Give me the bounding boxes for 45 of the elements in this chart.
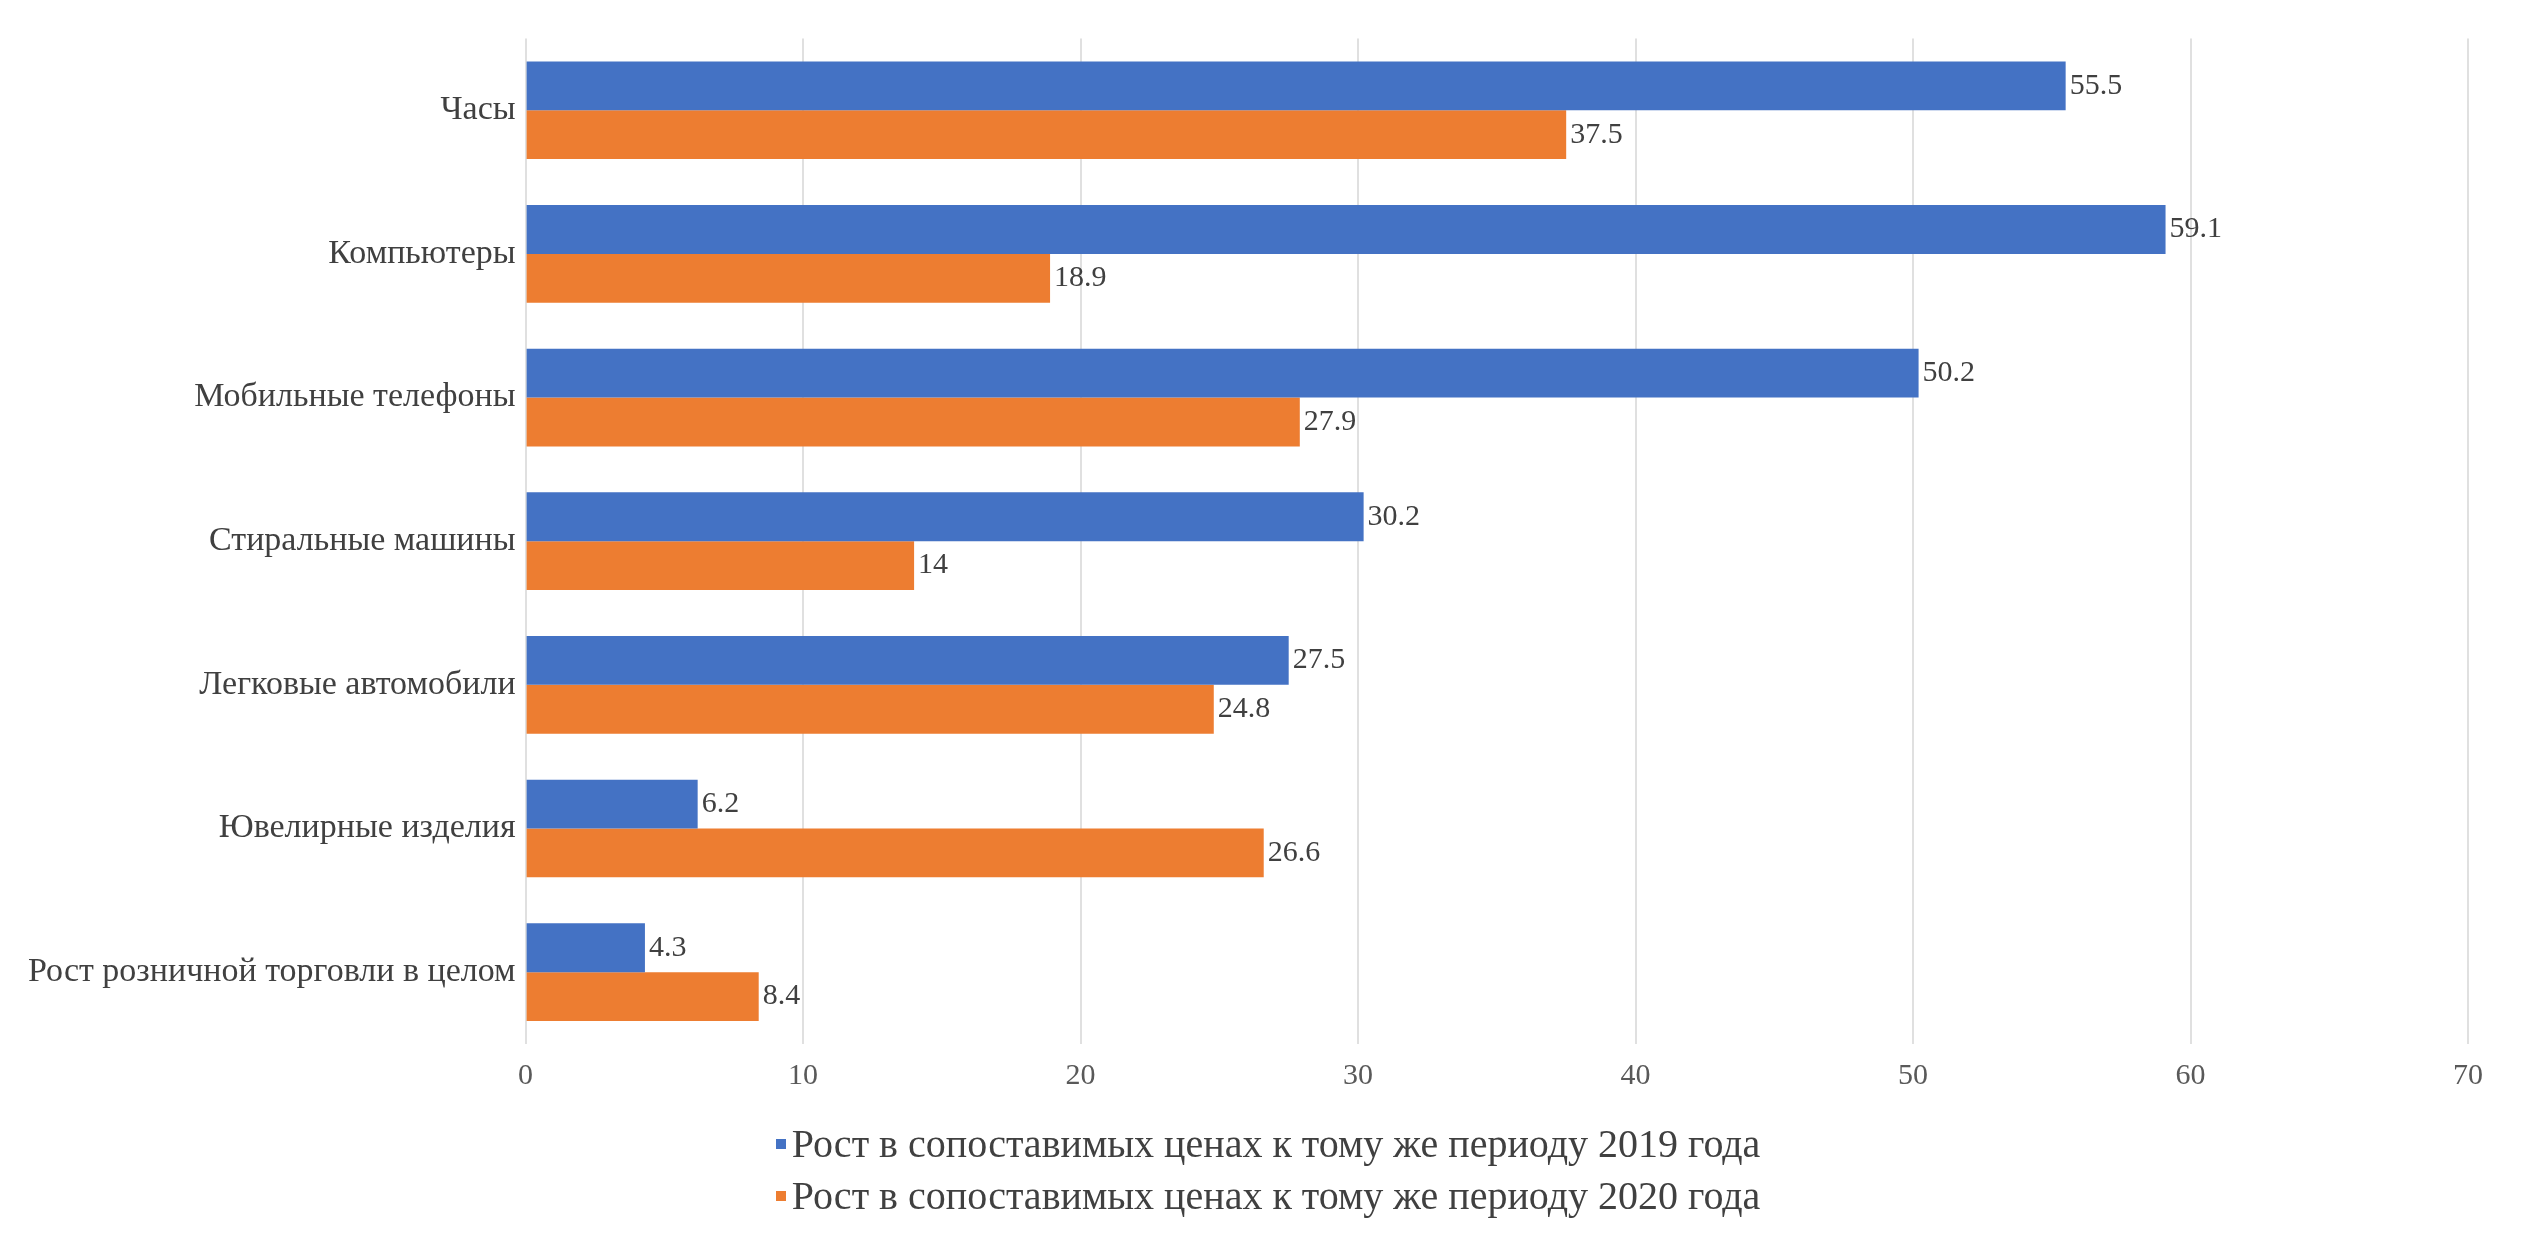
bar: [526, 636, 1289, 685]
data-label: 18.9: [1054, 259, 1107, 293]
y-tick-label: Легковые автомобили: [199, 663, 516, 701]
legend-label: Рост в сопоставимых ценах к тому же периоду 2019 года: [791, 1120, 1761, 1168]
data-label: 14: [918, 546, 949, 580]
data-label: 24.8: [1217, 690, 1271, 724]
data-label: 4.3: [648, 928, 687, 962]
bar: [526, 541, 915, 591]
y-tick-label: Компьютеры: [328, 232, 516, 270]
bar: [526, 779, 698, 829]
x-tick-label: 70: [2453, 1056, 2483, 1090]
data-label: 8.4: [762, 977, 801, 1011]
x-tick-label: 10: [788, 1056, 819, 1090]
data-label: 30.2: [1367, 497, 1421, 531]
data-label: 50.2: [1922, 354, 1976, 387]
data-label: 59.1: [2169, 210, 2223, 244]
y-tick-label: Часы: [440, 89, 516, 127]
bar: [526, 923, 645, 973]
bar: [526, 110, 1567, 160]
data-label: 26.6: [1267, 833, 1321, 867]
y-tick-label: Ювелирные изделия: [218, 807, 516, 845]
bar: [526, 348, 1919, 398]
bar: [526, 972, 759, 1022]
x-tick-label: 40: [1620, 1056, 1651, 1090]
data-label: 6.2: [701, 784, 740, 818]
data-label: 27.9: [1303, 402, 1357, 436]
bar: [526, 205, 2166, 254]
x-tick-label: 20: [1065, 1056, 1096, 1090]
bar: [526, 397, 1300, 447]
x-tick-label: 0: [518, 1056, 534, 1090]
bar: [526, 684, 1214, 734]
x-tick-label: 30: [1343, 1056, 1374, 1090]
bar: [526, 253, 1051, 303]
bar: [526, 492, 1364, 542]
data-label: 27.5: [1292, 641, 1346, 675]
legend-label: Рост в сопоставимых ценах к тому же периоду 2020 года: [791, 1172, 1761, 1220]
x-tick-label: 50: [1898, 1056, 1929, 1090]
bar: [526, 61, 2066, 111]
data-label: 55.5: [2069, 66, 2123, 100]
y-tick-label: Рост розничной торговли в целом: [28, 951, 516, 989]
x-tick-label: 60: [2175, 1056, 2206, 1090]
y-tick-label: Мобильные телефоны: [194, 376, 516, 414]
y-tick-label: Стиральные машины: [209, 520, 516, 558]
data-label: 37.5: [1570, 115, 1623, 149]
bar: [526, 828, 1264, 878]
